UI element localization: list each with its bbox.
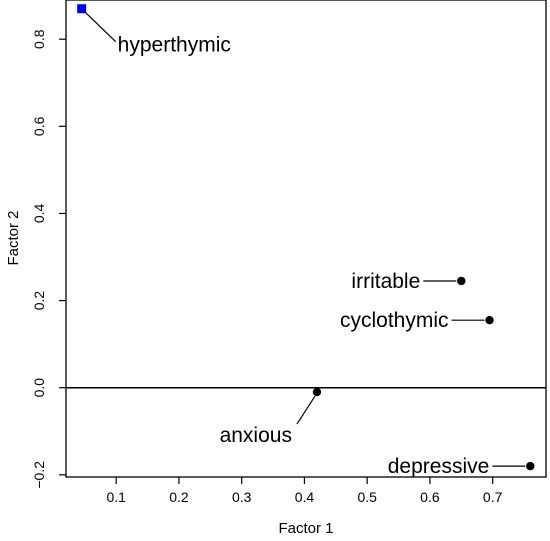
data-point-cyclothymic: [485, 315, 494, 325]
x-tick-label: 0.7: [483, 489, 503, 505]
y-tick-label: 0.4: [31, 204, 47, 224]
x-tick-label: 0.4: [295, 489, 315, 505]
data-point-anxious: [312, 387, 322, 397]
y-tick-label: 0.8: [31, 29, 47, 49]
leader-line-anxious: [296, 395, 316, 425]
x-tick-label: 0.2: [169, 489, 189, 505]
point-label-irritable: irritable: [351, 270, 420, 293]
x-tick-label: 0.3: [232, 489, 252, 505]
label-leader-lines: [84, 11, 526, 467]
data-point-irritable: [457, 276, 466, 286]
point-label-depressive: depressive: [388, 455, 490, 478]
point-label-cyclothymic: cyclothymic: [340, 309, 449, 332]
y-tick-label: 0.2: [31, 291, 47, 311]
x-tick-label: 0.6: [420, 489, 440, 505]
data-point-hyperthymic: [77, 4, 87, 14]
y-tick-label: −0.2: [31, 461, 47, 489]
x-tick-label: 0.1: [106, 489, 126, 505]
x-axis: 0.1 0.2 0.3 0.4 0.5 0.6 0.7: [106, 477, 503, 505]
point-labels: hyperthymic irritable cyclothymic anxious de…: [118, 34, 490, 478]
y-tick-label: 0.6: [31, 116, 47, 136]
data-point-depressive: [526, 461, 535, 471]
y-tick-label: 0.0: [31, 378, 47, 398]
point-label-hyperthymic: hyperthymic: [118, 34, 231, 57]
x-tick-label: 0.5: [357, 489, 377, 505]
y-axis: −0.2 0.0 0.2 0.4 0.6 0.8: [31, 29, 66, 489]
point-label-anxious: anxious: [220, 424, 292, 447]
data-points: [77, 4, 535, 471]
plot-frame: [65, 0, 547, 478]
x-axis-title: Factor 1: [278, 520, 333, 537]
leader-line-hyperthymic: [84, 11, 117, 43]
y-axis-title: Factor 2: [5, 210, 22, 265]
